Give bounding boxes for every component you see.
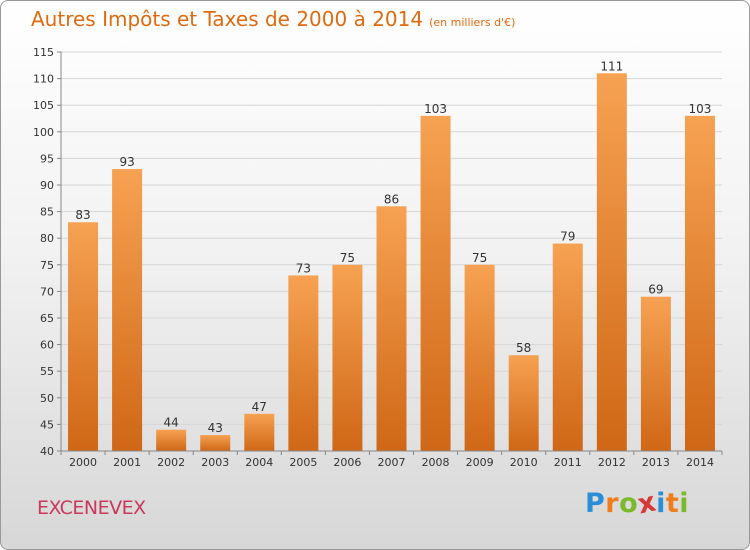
x-tick-label: 2005 (289, 456, 317, 469)
logo-letter: P (585, 488, 606, 519)
x-tick-label: 2008 (422, 456, 450, 469)
data-label: 73 (296, 261, 311, 275)
y-tick-label: 45 (40, 418, 54, 431)
bar-2005 (288, 275, 319, 451)
y-tick-label: 95 (40, 152, 54, 165)
data-label: 79 (560, 230, 575, 244)
data-label: 93 (119, 155, 134, 169)
y-tick-label: 70 (40, 285, 54, 298)
logo-letter: o (619, 488, 639, 519)
x-tick-label: 2011 (554, 456, 582, 469)
data-label: 103 (424, 102, 447, 116)
y-axis: 40 45 50 55 60 65 70 75 80 85 90 95 100 105 110 115 (33, 46, 62, 458)
data-label: 43 (208, 421, 223, 435)
x-tick-label: 2012 (598, 456, 626, 469)
bar-2006 (332, 264, 363, 451)
data-label: 47 (252, 400, 267, 414)
x-tick-label: 2009 (466, 456, 494, 469)
y-tick-label: 85 (40, 206, 54, 219)
x-tick-label: 2004 (245, 456, 273, 469)
bar-2012 (596, 73, 627, 451)
data-label: 103 (689, 102, 712, 116)
data-label: 44 (164, 416, 179, 430)
y-tick-label: 110 (33, 73, 54, 86)
y-tick-label: 80 (40, 232, 54, 245)
logo-letter: i (656, 488, 666, 519)
y-tick-label: 65 (40, 312, 54, 325)
data-label: 69 (648, 283, 663, 297)
y-tick-label: 90 (40, 179, 54, 192)
title-text: Autres Impôts et Taxes de 2000 à 2014 (31, 7, 424, 31)
x-tick-label: 2003 (201, 456, 229, 469)
unit-text: (en milliers d'€) (429, 16, 516, 29)
x-tick-label: 2002 (157, 456, 185, 469)
y-tick-label: 105 (33, 99, 54, 112)
data-label: 86 (384, 192, 399, 206)
bar-2007 (376, 206, 407, 451)
data-label: 83 (75, 208, 90, 222)
bar-2014 (684, 115, 715, 451)
x-tick-label: 2000 (69, 456, 97, 469)
y-tick-label: 100 (33, 126, 54, 139)
y-tick-label: 40 (40, 445, 54, 458)
commune-name: EXCENEVEX (37, 497, 146, 519)
bar-2008 (420, 115, 451, 451)
x-tick-label: 2010 (510, 456, 538, 469)
bar-2009 (464, 264, 495, 451)
y-tick-label: 115 (33, 46, 54, 59)
x-axis: 2000 2001 2002 2003 2004 2005 2006 2007 2008 2009… (60, 450, 723, 469)
logo-letter: i (679, 488, 690, 519)
y-tick-label: 55 (40, 365, 54, 378)
bar-2013 (640, 296, 671, 451)
bar-2000 (68, 222, 99, 451)
proxiti-logo[interactable]: Proxiti (585, 486, 690, 520)
data-label: 111 (600, 59, 623, 73)
data-label: 58 (516, 341, 531, 355)
data-label: 75 (340, 251, 355, 265)
data-label: 75 (472, 251, 487, 265)
bar-2001 (112, 169, 143, 452)
bar-2010 (508, 355, 539, 451)
bar-2003 (200, 435, 231, 451)
logo-letter: t (665, 488, 680, 519)
bar-2011 (552, 243, 583, 451)
x-tick-label: 2006 (333, 456, 361, 469)
bars: 83 93 44 43 47 73 75 86 103 75 58 79 111 69 103 (68, 59, 715, 452)
logo-letter: r (605, 488, 620, 519)
bar-2002 (156, 429, 187, 451)
x-tick-label: 2001 (113, 456, 141, 469)
y-tick-label: 75 (40, 259, 54, 272)
y-tick-label: 50 (40, 392, 54, 405)
y-tick-label: 60 (40, 339, 54, 352)
x-tick-label: 2007 (378, 456, 406, 469)
x-tick-label: 2013 (642, 456, 670, 469)
x-tick-label: 2014 (686, 456, 714, 469)
bar-2004 (244, 413, 275, 451)
chart-title: Autres Impôts et Taxes de 2000 à 2014 (en… (31, 7, 515, 31)
